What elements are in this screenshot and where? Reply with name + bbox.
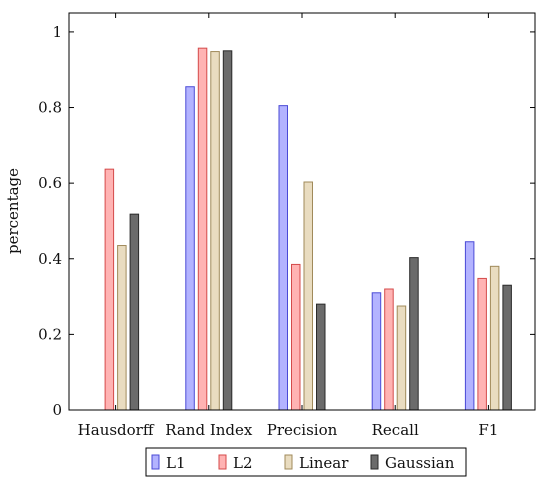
bar-l1-f1 xyxy=(464,241,475,411)
bar-l2-f1 xyxy=(477,277,487,411)
bar-gaussian-recall xyxy=(409,257,419,411)
x-tick-label: F1 xyxy=(478,421,498,439)
bar-gaussian-hausdorff xyxy=(129,213,140,411)
bar-linear-recall xyxy=(396,305,407,411)
legend-label-l1: L1 xyxy=(166,454,186,472)
x-tick-label: Rand Index xyxy=(165,421,253,439)
bar-gaussian-precision xyxy=(316,303,326,411)
bar-linear-f1 xyxy=(489,265,500,411)
y-tick-label: 1 xyxy=(52,23,62,41)
bar-gaussian-f1 xyxy=(502,284,512,411)
legend-swatch-linear xyxy=(284,454,293,470)
legend-label-linear: Linear xyxy=(299,454,349,472)
legend-swatch-l1 xyxy=(151,454,160,470)
bars-layer xyxy=(104,47,512,411)
x-tick-label: Recall xyxy=(372,421,419,439)
x-axis: Hausdorff Rand Index Precision Recall F1 xyxy=(78,13,498,439)
bar-linear-precision xyxy=(303,181,313,411)
legend-label-gaussian: Gaussian xyxy=(385,454,455,472)
bar-l2-rand-index xyxy=(197,47,208,411)
y-axis-title: percentage xyxy=(4,168,22,254)
y-axis: 0 0.2 0.4 0.6 0.8 1 xyxy=(38,23,535,419)
bar-linear-hausdorff xyxy=(117,245,127,411)
legend-swatch-gaussian xyxy=(370,454,379,470)
bar-gaussian-rand-index xyxy=(222,50,233,411)
bar-linear-rand-index xyxy=(210,51,220,411)
legend: L1 L2 Linear Gaussian xyxy=(145,447,467,477)
bar-l1-rand-index xyxy=(185,86,195,411)
y-tick-label: 0 xyxy=(52,401,62,419)
bar-l2-precision xyxy=(291,263,301,411)
bar-l2-hausdorff xyxy=(104,168,115,411)
y-tick-label: 0.4 xyxy=(38,250,62,268)
legend-label-l2: L2 xyxy=(233,454,253,472)
bar-l1-precision xyxy=(278,105,288,411)
bar-l1-recall xyxy=(371,292,382,411)
legend-box xyxy=(145,447,467,477)
x-tick-label: Hausdorff xyxy=(78,421,155,439)
y-tick-label: 0.8 xyxy=(38,99,62,117)
legend-swatch-l2 xyxy=(218,454,227,470)
y-tick-label: 0.6 xyxy=(38,174,62,192)
y-tick-label: 0.2 xyxy=(38,325,62,343)
x-tick-label: Precision xyxy=(267,421,338,439)
bar-l2-recall xyxy=(384,288,394,411)
